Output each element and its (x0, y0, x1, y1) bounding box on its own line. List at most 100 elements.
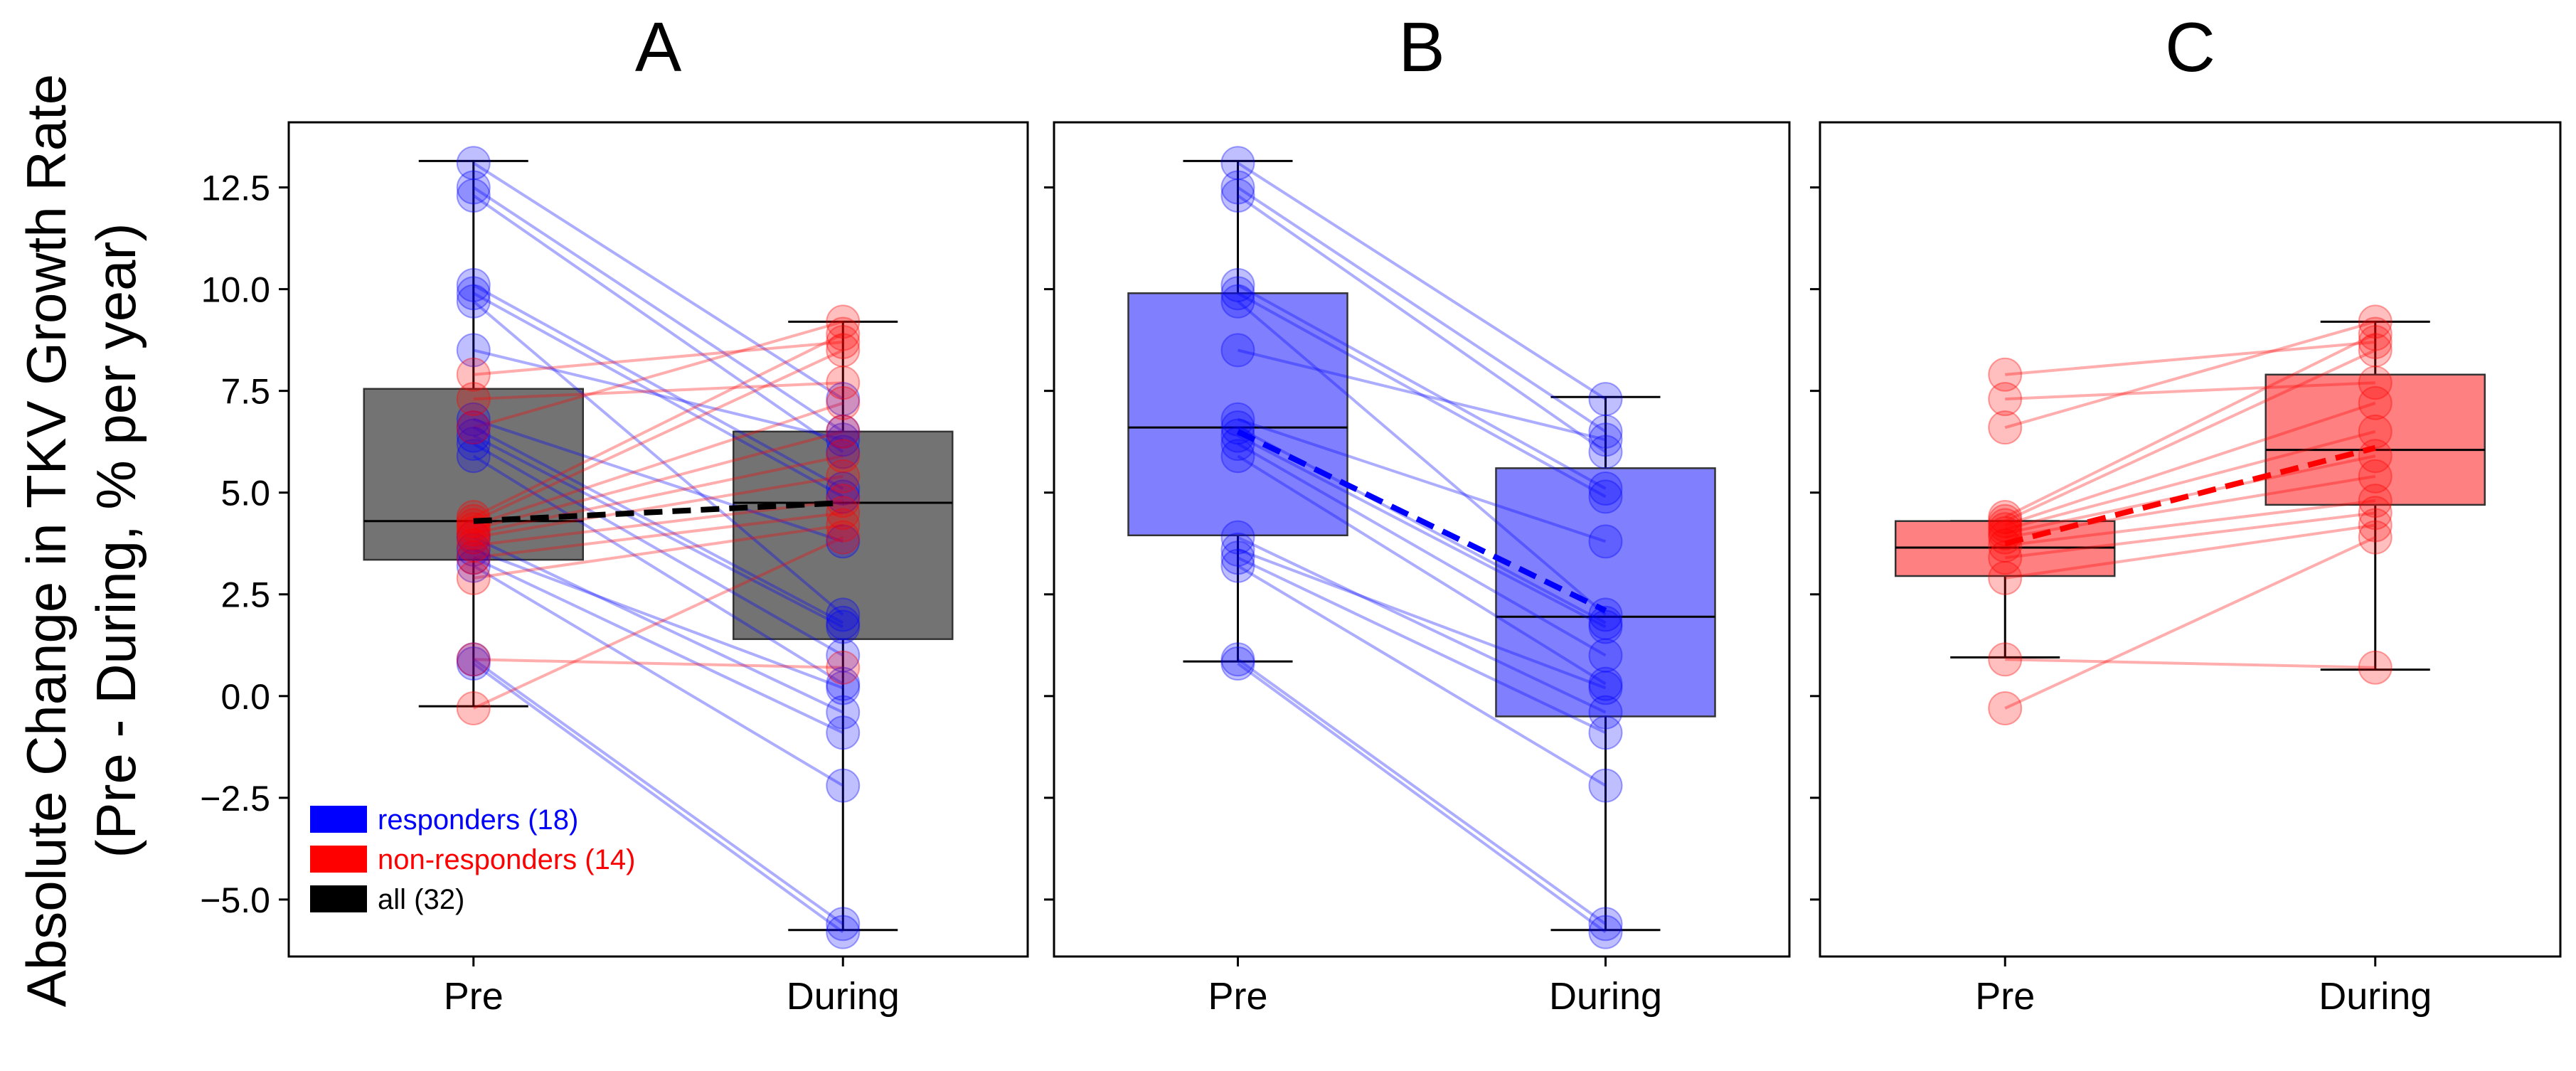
data-point-during (2358, 650, 2393, 685)
data-point-during (826, 385, 861, 420)
x-tick-label-during: During (787, 975, 900, 1018)
data-point-pre (1988, 500, 2023, 535)
pair-line-responders (1237, 658, 1607, 925)
data-point-during (2358, 385, 2393, 420)
data-point-during (826, 907, 861, 942)
pair-line-responders (1237, 300, 1607, 616)
data-point-during (2358, 508, 2393, 543)
data-point-during (2358, 459, 2393, 494)
data-point-during (826, 422, 861, 457)
data-point-during (2358, 304, 2393, 339)
pair-line-non-responders (473, 430, 843, 531)
pair-line-non-responders (473, 320, 843, 430)
data-point-pre (1220, 520, 1255, 555)
data-point-pre (1988, 382, 2023, 417)
data-point-pre (456, 382, 491, 417)
pair-line-responders (472, 161, 844, 400)
data-point-during (826, 382, 861, 417)
data-point-pre (456, 540, 491, 575)
box-pre (1127, 292, 1348, 537)
data-point-during (1588, 671, 1623, 705)
data-point-during (1588, 435, 1623, 469)
pair-line-responders (473, 548, 843, 690)
data-point-during (2358, 324, 2393, 359)
x-tick-label-during: During (1549, 975, 1662, 1018)
data-point-pre (456, 402, 491, 437)
legend-label: responders (18) (378, 804, 578, 836)
pair-line-non-responders (2004, 348, 2376, 523)
data-point-during (2358, 333, 2393, 368)
legend-item: all (32) (310, 884, 464, 915)
x-tick-label-pre: Pre (1208, 975, 1267, 1018)
x-tick-label-during: During (2319, 975, 2432, 1018)
data-point-pre (1220, 276, 1255, 311)
data-point-pre (456, 516, 491, 550)
data-point-pre (1220, 646, 1255, 681)
pair-line-non-responders (2005, 340, 2375, 376)
pair-line-responders (472, 300, 844, 616)
mean-line (2004, 444, 2376, 547)
data-point-pre (1988, 528, 2023, 563)
data-point-pre (456, 410, 491, 445)
legend-swatch (310, 885, 367, 912)
y-tick-label: 5.0 (220, 474, 270, 513)
data-point-pre (456, 333, 491, 368)
pair-line-non-responders (2005, 499, 2375, 548)
data-point-pre (456, 691, 491, 725)
panel-title: A (635, 8, 682, 86)
data-point-during (826, 715, 861, 750)
data-point-pre (456, 540, 491, 575)
data-point-during (1588, 715, 1623, 750)
data-point-during (826, 915, 861, 949)
data-point-during (1588, 666, 1623, 701)
pair-line-responders (1237, 161, 1607, 400)
pair-line-non-responders (472, 332, 844, 518)
x-tick-label-pre: Pre (1975, 975, 2035, 1018)
data-point-during (826, 333, 861, 368)
data-point-during (2358, 496, 2393, 531)
pair-line-non-responders (472, 536, 844, 710)
pair-line-non-responders (2004, 430, 2376, 531)
legend-item: non-responders (14) (310, 844, 635, 875)
data-point-pre (1988, 357, 2023, 392)
data-point-during (1588, 638, 1623, 673)
box-during (733, 430, 954, 640)
pair-line-non-responders (2004, 536, 2376, 710)
data-point-pre (1988, 503, 2023, 538)
data-point-pre (456, 642, 491, 677)
data-point-pre (456, 548, 491, 583)
data-point-pre (456, 276, 491, 311)
data-point-pre (1220, 267, 1255, 302)
data-point-pre (456, 508, 491, 543)
y-tick-label: −2.5 (200, 779, 270, 819)
data-point-during (2358, 316, 2393, 351)
pair-line-non-responders (2005, 658, 2375, 669)
pair-line-responders (472, 426, 844, 624)
data-point-pre (456, 418, 491, 453)
pair-line-responders (472, 292, 844, 499)
data-point-during (1588, 524, 1623, 559)
pair-line-responders (472, 662, 844, 934)
box-during (1495, 467, 1716, 718)
data-point-pre (456, 178, 491, 213)
pair-line-responders (1237, 442, 1607, 657)
data-point-pre (1220, 532, 1255, 567)
data-point-during (2358, 484, 2393, 518)
data-point-during (826, 459, 861, 494)
data-point-pre (456, 528, 491, 563)
data-point-during (826, 414, 861, 449)
legend-item: responders (18) (310, 804, 578, 836)
legend-swatch (310, 846, 367, 873)
data-point-during (826, 324, 861, 359)
data-point-during (1588, 414, 1623, 449)
data-point-during (826, 439, 861, 474)
data-point-pre (1220, 333, 1255, 368)
pair-line-responders (1237, 662, 1607, 934)
data-point-pre (1988, 642, 2023, 677)
panel-a: A −5.0 −2.5 0.0 2.5 5.0 7.5 10.0 12.5 Pre During (200, 8, 1029, 1018)
pair-line-responders (472, 442, 844, 657)
box-during (2264, 373, 2486, 506)
data-point-pre (456, 646, 491, 681)
pair-line-responders (1237, 292, 1607, 499)
panels: A −5.0 −2.5 0.0 2.5 5.0 7.5 10.0 12.5 Pre During B P… (200, 8, 2562, 1018)
